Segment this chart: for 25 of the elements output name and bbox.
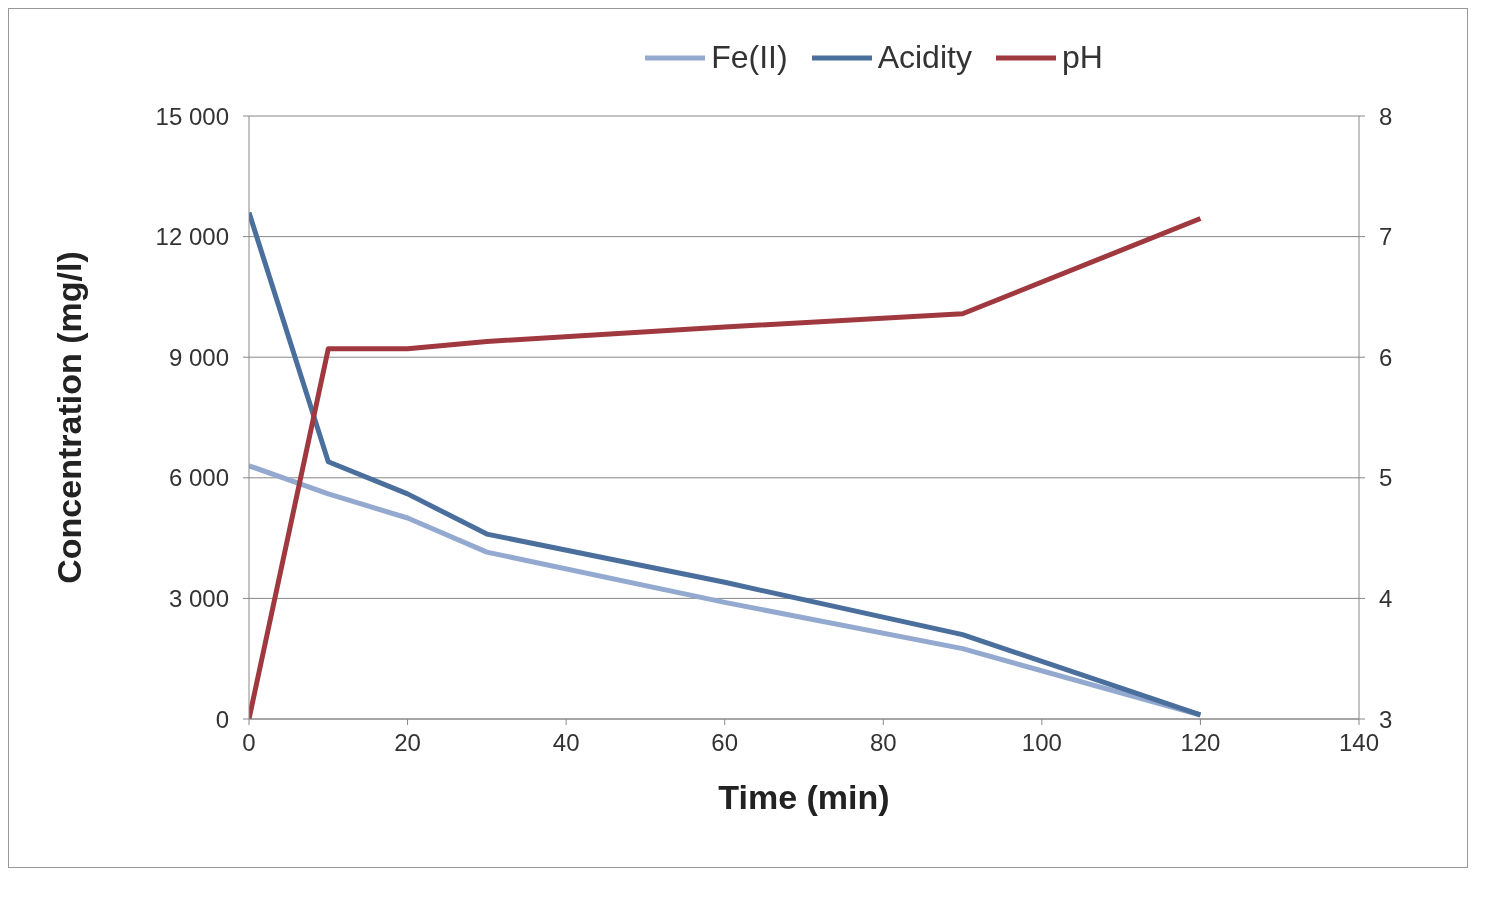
y-axis-title: Concentration (mg/l) <box>50 251 89 584</box>
y-tick-label: 0 <box>215 705 229 733</box>
x-tick-label: 80 <box>869 729 897 756</box>
y-tick-label: 3 000 <box>168 584 229 612</box>
x-tick-label: 140 <box>1338 729 1380 756</box>
y2-tick-label: 8 <box>1379 102 1393 130</box>
y-tick-label: 9 000 <box>168 343 229 371</box>
y-tick-label: 12 000 <box>155 223 229 251</box>
y2-tick-label: 4 <box>1379 584 1393 612</box>
y2-tick-label: 6 <box>1379 343 1393 371</box>
legend-label: Fe(II) <box>711 39 788 76</box>
x-tick-label: 0 <box>242 729 256 756</box>
y2-tick-label: 7 <box>1379 223 1393 251</box>
y-tick-label: 6 000 <box>168 464 229 492</box>
y-tick-label: 15 000 <box>155 102 229 130</box>
legend-label: pH <box>1061 39 1103 76</box>
x-tick-label: 100 <box>1021 729 1062 756</box>
y2-tick-label: 3 <box>1379 705 1393 733</box>
x-tick-label: 20 <box>394 729 421 756</box>
x-axis-title: Time (min) <box>718 778 890 816</box>
legend-label: Acidity <box>877 39 972 76</box>
x-tick-label: 60 <box>711 729 739 756</box>
y2-tick-label: 5 <box>1379 464 1393 492</box>
x-tick-label: 40 <box>552 729 580 756</box>
x-tick-label: 120 <box>1180 729 1221 756</box>
